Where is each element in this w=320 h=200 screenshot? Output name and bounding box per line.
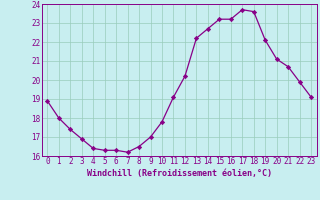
X-axis label: Windchill (Refroidissement éolien,°C): Windchill (Refroidissement éolien,°C) <box>87 169 272 178</box>
